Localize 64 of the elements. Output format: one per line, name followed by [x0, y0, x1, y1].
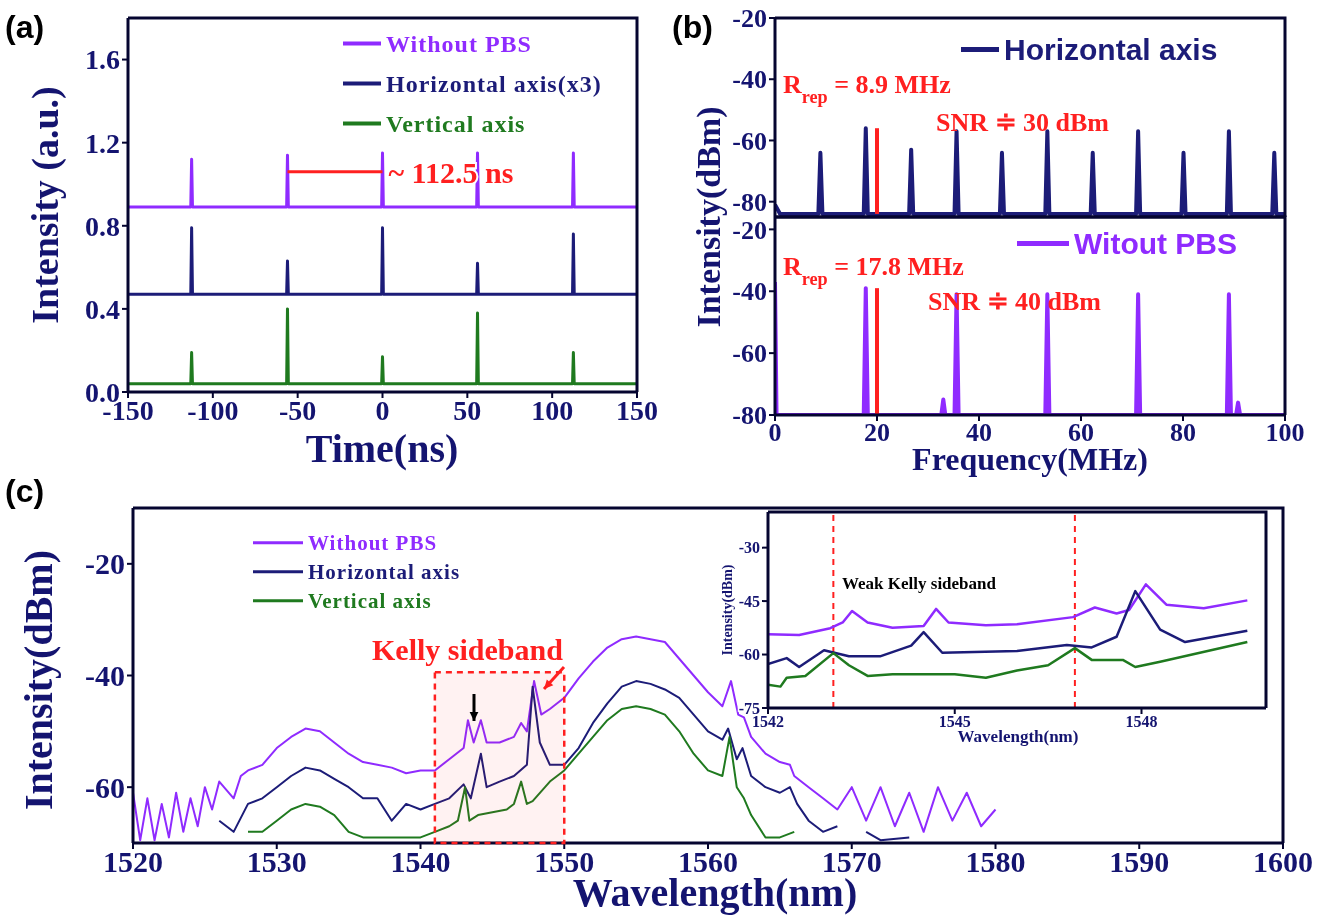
- y-tick-label: -40: [85, 659, 125, 693]
- line-series: [128, 307, 637, 386]
- y-axis-title: Intensity(dBm): [690, 106, 728, 328]
- line-series: [768, 640, 1249, 688]
- x-tick-label: -50: [279, 394, 317, 426]
- line-series: [128, 151, 637, 209]
- x-tick-label: 50: [453, 394, 482, 426]
- legend-label: Horizontal axis(x3): [386, 71, 602, 97]
- annotation: SNR ≑ 30 dBm: [936, 108, 1110, 137]
- x-tick-label: 1520: [103, 845, 163, 879]
- legend-label: Vertical axis: [308, 589, 432, 613]
- annotation: Weak Kelly sideband: [842, 574, 997, 593]
- chart-title: (c): [5, 473, 45, 509]
- y-tick-label: -40: [732, 277, 767, 307]
- x-tick-label: 1560: [678, 845, 738, 879]
- x-tick-label: 1530: [246, 845, 307, 879]
- legend-label: Vertical axis: [386, 111, 526, 137]
- y-tick-label: -80: [732, 401, 767, 431]
- y-tick-label: -60: [738, 646, 760, 664]
- y-axis-title: Intensity (a.u.): [24, 86, 67, 324]
- x-tick-label: 80: [1170, 418, 1196, 448]
- y-tick-label: -60: [732, 339, 767, 369]
- x-tick-label: 1540: [390, 845, 451, 879]
- y-tick-label: -60: [732, 126, 767, 156]
- x-tick-label: 100: [1265, 418, 1305, 448]
- y-tick-label: -20: [85, 547, 125, 581]
- x-tick-label: 0: [768, 418, 782, 448]
- y-tick-label: -30: [738, 539, 760, 557]
- line-series: [247, 705, 796, 839]
- y-tick-label: -80: [732, 187, 767, 217]
- x-tick-label: 100: [531, 394, 574, 426]
- y-tick-label: 1.2: [85, 127, 120, 159]
- legend-label: Witout PBS: [1074, 227, 1238, 260]
- y-tick-label: 0.8: [85, 210, 120, 242]
- legend-label: Horizontal axis: [308, 560, 461, 584]
- y-tick-label: 0.4: [85, 293, 120, 325]
- y-tick-label: -20: [732, 215, 767, 245]
- x-axis-title: Time(ns): [305, 426, 459, 471]
- annotation: R$_{rep}$ = 8.9 MHz: [783, 70, 951, 107]
- x-tick-label: 1590: [1109, 845, 1170, 879]
- x-tick-label: 1548: [1125, 713, 1158, 731]
- chart-title: (b): [672, 9, 713, 45]
- legend-label: Horizontal axis: [1004, 33, 1218, 66]
- legend-label: Without PBS: [308, 531, 438, 555]
- x-tick-label: 150: [616, 394, 658, 426]
- y-tick-label: -60: [85, 770, 125, 804]
- line-series: [128, 226, 637, 296]
- x-tick-label: 1570: [821, 845, 882, 879]
- y-axis-title: Intensity(dBm): [720, 564, 736, 656]
- y-axis-title: Intensity(dBm): [16, 549, 61, 811]
- x-tick-label: 1580: [965, 845, 1026, 879]
- annotation: R$_{rep}$ = 17.8 MHz: [783, 252, 964, 289]
- y-tick-label: 1.6: [85, 44, 120, 76]
- chart-title: (a): [5, 9, 45, 45]
- y-tick-label: -40: [732, 65, 767, 95]
- x-tick-label: 0: [375, 394, 390, 426]
- x-tick-label: -100: [187, 394, 239, 426]
- y-tick-label: -20: [732, 4, 767, 34]
- x-tick-label: 20: [864, 418, 890, 448]
- x-tick-label: 1550: [534, 845, 595, 879]
- annotation: Kelly sideband: [372, 633, 564, 666]
- legend-label: Without PBS: [386, 31, 532, 57]
- y-tick-label: -45: [738, 592, 760, 610]
- x-tick-label: 1600: [1253, 845, 1313, 879]
